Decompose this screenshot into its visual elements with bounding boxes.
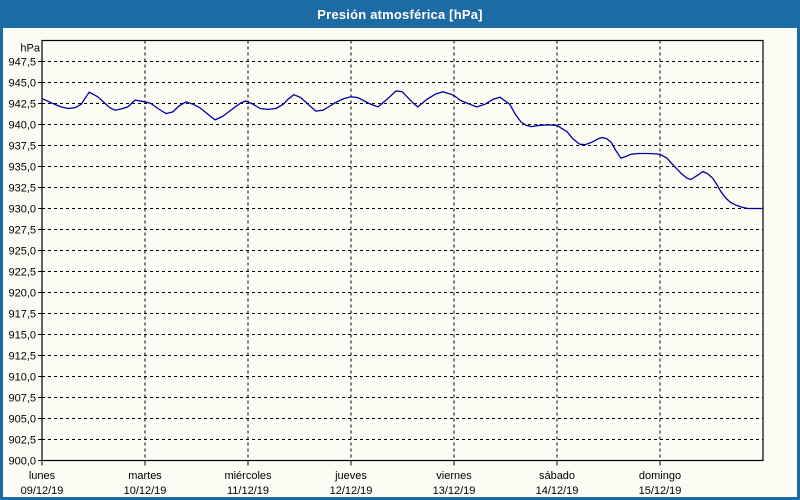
y-axis-ticks: [38, 61, 42, 461]
y-axis-unit-label: hPa: [20, 43, 40, 55]
y-axis-tick-label: 920,0: [8, 288, 36, 300]
y-axis-tick-label: 945,0: [8, 78, 36, 90]
y-gridlines: [42, 61, 763, 440]
y-axis-tick-label: 910,0: [8, 372, 36, 384]
y-axis-tick-label: 927,5: [8, 225, 36, 237]
x-axis-day-date: 09/12/19: [21, 485, 64, 497]
x-gridlines: [144, 40, 661, 461]
y-axis-tick-label: 942,5: [8, 99, 36, 111]
x-axis-day-name: miércoles: [224, 470, 272, 482]
chart-title: Presión atmosférica [hPa]: [317, 6, 483, 22]
y-axis-tick-label: 902,5: [8, 435, 36, 447]
y-axis-tick-label: 907,5: [8, 393, 36, 405]
x-axis-day-name: domingo: [639, 470, 681, 482]
y-axis-tick-label: 915,0: [8, 330, 36, 342]
x-axis-day-date: 12/12/19: [330, 485, 373, 497]
x-axis-day-date: 10/12/19: [124, 485, 167, 497]
x-axis-day-name: viernes: [436, 470, 472, 482]
x-axis-day-name: martes: [128, 470, 162, 482]
y-axis-tick-label: 932,5: [8, 183, 36, 195]
y-axis-tick-label: 930,0: [8, 204, 36, 216]
y-axis-tick-label: 912,5: [8, 351, 36, 363]
title-bar: Presión atmosférica [hPa]: [3, 0, 797, 28]
y-axis-tick-label: 937,5: [8, 141, 36, 153]
pressure-chart: 947,5 945,0 942,5 940,0 937,5 935,0 932,5 930,0…: [8, 39, 764, 497]
y-axis-tick-label: 925,0: [8, 246, 36, 258]
x-axis-day-date: 13/12/19: [433, 485, 476, 497]
x-axis-ticks: [41, 460, 661, 466]
plot-frame: [41, 39, 764, 462]
x-axis-day-name: sábado: [539, 470, 575, 482]
y-axis-tick-label: 900,0: [8, 456, 36, 468]
y-axis-tick-label: 947,5: [8, 57, 36, 69]
y-axis-tick-label: 905,0: [8, 414, 36, 426]
x-axis-day-name: lunes: [29, 470, 56, 482]
pressure-line: [41, 90, 764, 210]
y-axis-labels: 947,5 945,0 942,5 940,0 937,5 935,0 932,5 930,0…: [8, 57, 36, 468]
x-axis-labels: lunes 09/12/19 martes 10/12/19 miércoles 11/1…: [21, 470, 682, 497]
x-axis-day-name: jueves: [334, 470, 367, 482]
y-axis-tick-label: 940,0: [8, 120, 36, 132]
x-axis-day-date: 15/12/19: [639, 485, 682, 497]
y-axis-tick-label: 922,5: [8, 267, 36, 279]
y-axis-tick-label: 917,5: [8, 309, 36, 321]
y-axis-tick-label: 935,0: [8, 162, 36, 174]
x-axis-day-date: 14/12/19: [536, 485, 579, 497]
x-axis-day-date: 11/12/19: [227, 485, 269, 497]
